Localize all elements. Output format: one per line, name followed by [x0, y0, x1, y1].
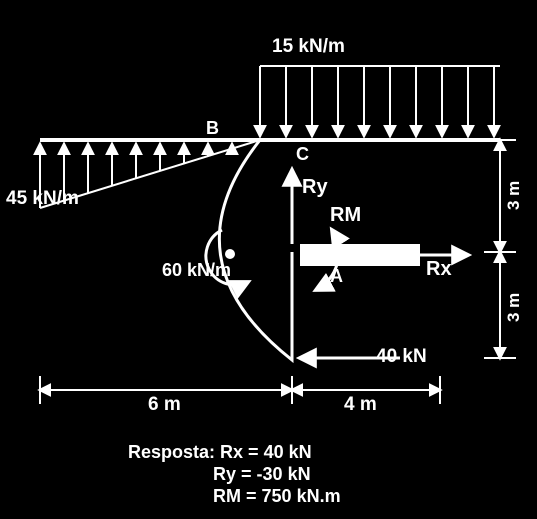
- dim-4m-label: 4 m: [344, 394, 377, 416]
- dimension-horizontal: [40, 376, 440, 404]
- answer-rm: RM = 750 kN.m: [213, 486, 341, 506]
- ry-label: Ry: [302, 176, 328, 199]
- answer-ry: Ry = -30 kN: [213, 464, 311, 484]
- support-block: [300, 244, 420, 266]
- answer-block: Resposta: Rx = 40 kN Ry = -30 kN RM = 75…: [128, 441, 341, 507]
- force-40kn-label: 40 kN: [376, 346, 427, 368]
- dim-6m-label: 6 m: [148, 394, 181, 416]
- point-c-label: C: [296, 144, 309, 165]
- dim-3m-top-label: 3 m: [504, 181, 524, 210]
- rx-label: Rx: [426, 258, 452, 281]
- applied-moment-label: 60 kN/m: [162, 260, 231, 281]
- rm-label: RM: [330, 204, 361, 227]
- point-a-label: A: [330, 266, 343, 287]
- answer-rx: Rx = 40 kN: [220, 442, 312, 462]
- dimension-vertical: [484, 140, 516, 358]
- point-b-label: B: [206, 118, 219, 139]
- dim-3m-bottom-label: 3 m: [504, 293, 524, 322]
- answer-prefix: Resposta:: [128, 442, 215, 462]
- load-left-label: 45 kN/m: [6, 188, 79, 210]
- load-top-label: 15 kN/m: [272, 36, 345, 58]
- hinge-dot: [225, 249, 235, 259]
- distributed-load-top: [260, 66, 500, 136]
